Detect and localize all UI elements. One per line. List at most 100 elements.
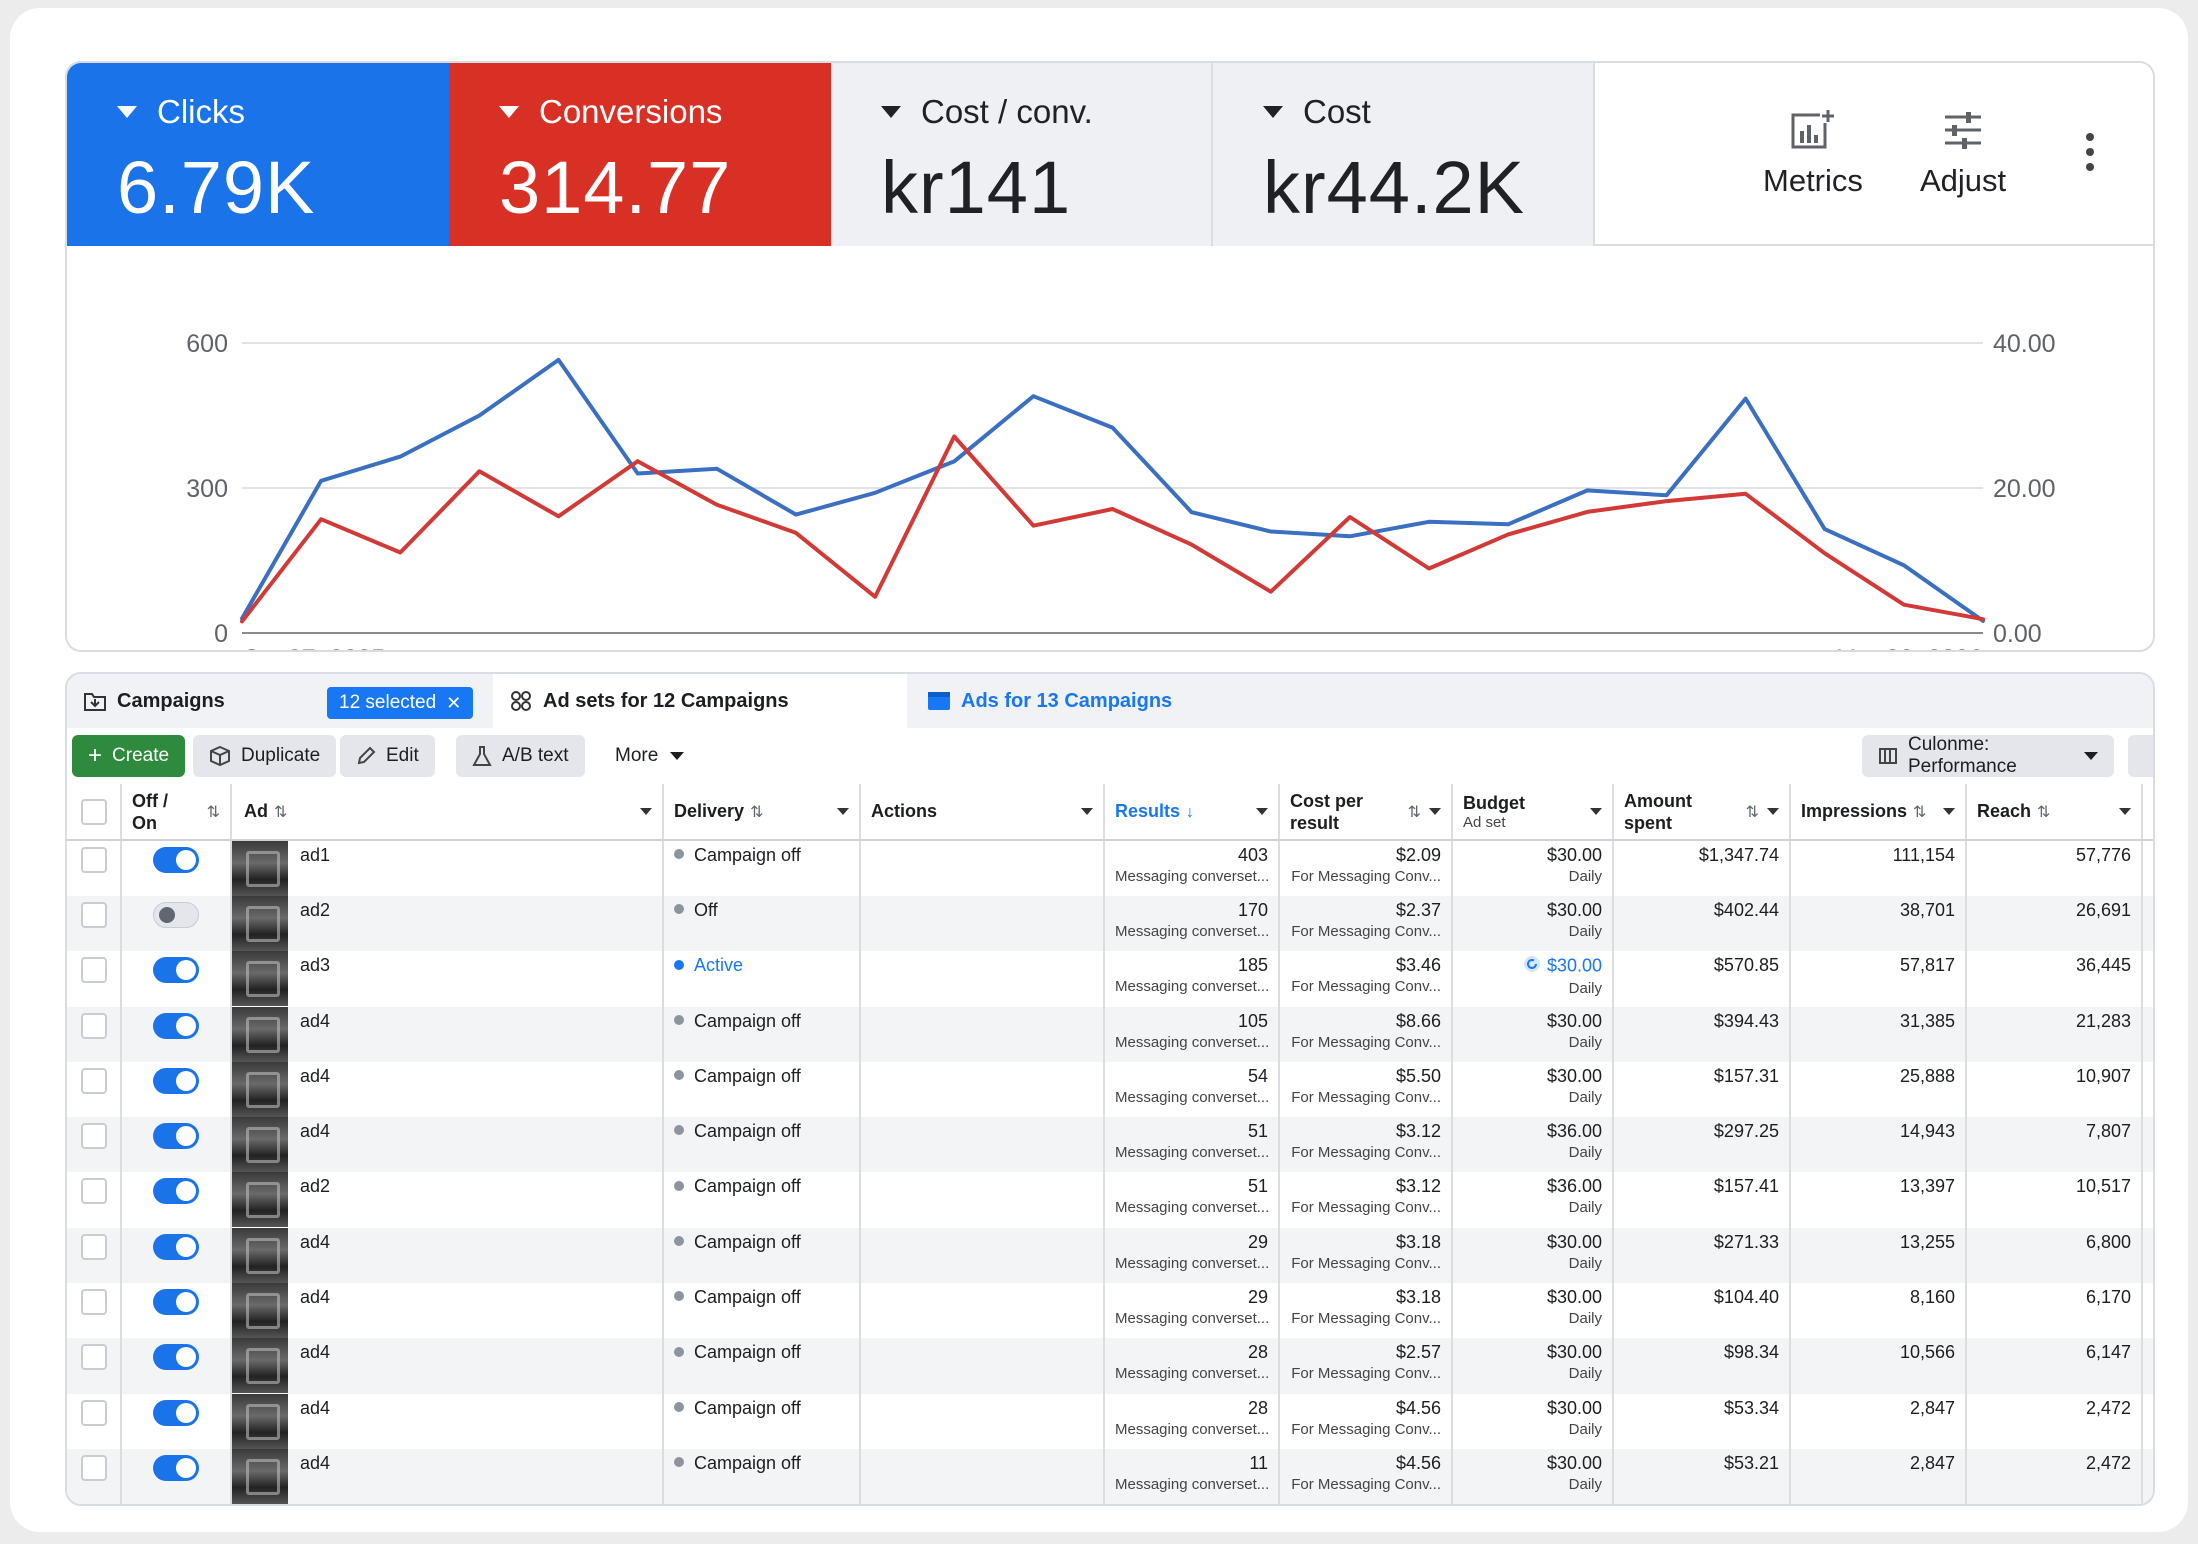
ad-cell[interactable]: ad4 <box>231 1448 664 1504</box>
on-off-toggle[interactable] <box>153 1178 199 1205</box>
ad-name[interactable]: ad4 <box>300 1342 331 1363</box>
metric-cost-per-conv[interactable]: Cost / conv. kr141 <box>831 63 1213 246</box>
sort-down-icon[interactable]: ↓ <box>1186 804 1195 821</box>
sort-icon[interactable]: ⇅ <box>750 804 764 821</box>
budget-cell[interactable]: $30.00 Daily <box>1452 1393 1614 1449</box>
row-checkbox[interactable] <box>80 1012 107 1039</box>
on-off-toggle[interactable] <box>153 1123 199 1150</box>
budget-cell[interactable]: $30.00 <box>1452 1504 1613 1506</box>
on-off-toggle[interactable] <box>153 1012 199 1039</box>
row-checkbox[interactable] <box>80 902 107 928</box>
row-checkbox[interactable] <box>80 1233 107 1260</box>
more-dropdown[interactable]: More <box>599 735 700 777</box>
table-row[interactable]: ad4 Campaign off 28 Messaging converset... $… <box>67 1338 2153 1394</box>
ad-thumbnail[interactable] <box>232 1227 288 1283</box>
col-offon[interactable]: Off / On ⇅ <box>121 784 232 841</box>
table-row[interactable]: ad2 Campaign off 51 Messaging converset... $… <box>67 1172 2153 1228</box>
budget-cell[interactable]: $30.00 Daily <box>1452 896 1614 952</box>
row-checkbox[interactable] <box>80 1289 107 1316</box>
on-off-toggle[interactable] <box>153 1344 199 1371</box>
budget-cell[interactable]: $30.00 Daily <box>1452 1227 1614 1284</box>
caret-down-icon[interactable] <box>640 808 652 815</box>
ad-thumbnail[interactable] <box>232 1117 288 1173</box>
caret-down-icon[interactable] <box>837 808 849 815</box>
on-off-toggle[interactable] <box>153 1067 199 1094</box>
table-row[interactable]: ad4 Campaign off 11 Messaging converset... $… <box>67 1448 2153 1504</box>
metric-conversions[interactable]: Conversions 314.77 <box>449 63 831 246</box>
table-row[interactable]: ad4 Campaign off 105 Messaging converset...… <box>67 1006 2153 1062</box>
ad-thumbnail[interactable] <box>232 1448 288 1504</box>
select-all-checkbox[interactable] <box>80 798 107 825</box>
ad-thumbnail[interactable] <box>232 1393 288 1449</box>
row-checkbox[interactable] <box>80 957 107 984</box>
col-reach[interactable]: Reach ⇅ <box>1966 784 2143 841</box>
more-options-icon[interactable] <box>2082 133 2098 177</box>
budget-cell[interactable]: $36.00 Daily <box>1452 1172 1614 1228</box>
on-off-toggle[interactable] <box>153 1399 199 1426</box>
row-checkbox[interactable] <box>80 1178 107 1205</box>
caret-down-icon[interactable] <box>1943 808 1955 815</box>
ad-cell[interactable]: ad3 <box>231 951 664 1007</box>
caret-down-icon[interactable] <box>1429 808 1441 815</box>
table-row[interactable]: ad1 Campaign off 403 Messaging converset...… <box>67 840 2153 896</box>
columns-dropdown[interactable]: Culonme: Performance <box>1862 734 2114 777</box>
col-results[interactable]: Results ↓ <box>1104 784 1280 841</box>
ad-thumbnail[interactable] <box>232 1061 288 1117</box>
selected-badge[interactable]: 12 selected ✕ <box>327 687 474 719</box>
ad-name[interactable]: ad3 <box>300 955 331 976</box>
ad-name[interactable]: ad4 <box>300 1287 331 1308</box>
tab-campaigns[interactable]: Campaigns <box>83 674 225 728</box>
sort-icon[interactable]: ⇅ <box>1913 804 1927 821</box>
col-cost-per-result[interactable]: Cost per result ⇅ <box>1279 784 1453 841</box>
ad-cell[interactable]: ad4 <box>231 1061 664 1118</box>
ad-cell[interactable]: ad1 <box>231 840 664 896</box>
ad-cell[interactable]: ad4 <box>231 1393 664 1449</box>
row-checkbox[interactable] <box>80 1123 107 1150</box>
col-impressions[interactable]: Impressions ⇅ <box>1790 784 1967 841</box>
ad-cell[interactable]: ad2 <box>231 896 664 952</box>
ad-cell[interactable]: ad2 <box>231 1172 664 1228</box>
budget-cell[interactable]: $30.00 Daily <box>1452 1338 1614 1394</box>
budget-cell[interactable]: $30.00 Daily <box>1452 840 1614 896</box>
budget-cell[interactable]: $36.00 Daily <box>1452 1117 1614 1173</box>
on-off-toggle[interactable] <box>153 847 199 873</box>
ad-name[interactable]: ad4 <box>300 1065 331 1086</box>
sort-icon[interactable]: ⇅ <box>1407 803 1421 821</box>
ad-thumbnail[interactable] <box>232 896 288 951</box>
table-row[interactable]: ad3 Active 185 Messaging converset... $3.46 F… <box>67 951 2153 1007</box>
ad-name[interactable]: ad1 <box>300 845 331 865</box>
tab-adsets[interactable]: Ad sets for 12 Campaigns <box>493 674 907 728</box>
ad-cell[interactable]: ad4 <box>231 1117 664 1173</box>
caret-down-icon[interactable] <box>1256 808 1268 815</box>
ad-thumbnail[interactable] <box>232 1172 288 1228</box>
col-delivery[interactable]: Delivery ⇅ <box>663 784 861 841</box>
ad-cell[interactable]: ad4 <box>231 1006 664 1062</box>
budget-cell[interactable]: $30.00 Daily <box>1452 1283 1614 1339</box>
col-budget[interactable]: Budget Ad set <box>1452 784 1614 841</box>
overflow-button[interactable] <box>2128 735 2153 777</box>
sort-icon[interactable]: ⇅ <box>206 803 220 821</box>
budget-cell[interactable]: $30.00 Daily <box>1452 1061 1614 1118</box>
create-button[interactable]: + Create <box>72 735 186 777</box>
tab-ads[interactable]: Ads for 13 Campaigns <box>927 674 1172 728</box>
on-off-toggle[interactable] <box>153 902 199 928</box>
ab-test-button[interactable]: A/B text <box>456 735 585 777</box>
metrics-button[interactable]: Metrics <box>1763 109 1863 199</box>
sort-icon[interactable]: ⇅ <box>274 804 288 821</box>
ad-name[interactable]: ad4 <box>300 1010 331 1031</box>
caret-down-icon[interactable] <box>2119 808 2131 815</box>
ad-thumbnail[interactable] <box>232 951 288 1007</box>
close-icon[interactable]: ✕ <box>446 692 462 713</box>
row-checkbox[interactable] <box>80 1399 107 1426</box>
ad-name[interactable]: ad2 <box>300 900 331 920</box>
row-checkbox[interactable] <box>80 1454 107 1481</box>
ad-name[interactable]: ad4 <box>300 1452 331 1473</box>
ad-thumbnail[interactable] <box>232 1283 288 1339</box>
ad-cell[interactable]: ad4 <box>231 1338 664 1394</box>
budget-cell[interactable]: $30.00 Daily <box>1452 951 1614 1007</box>
caret-down-icon[interactable] <box>1081 808 1093 815</box>
sort-icon[interactable]: ⇅ <box>2037 804 2051 821</box>
ad-name[interactable]: ad4 <box>300 1231 331 1252</box>
caret-down-icon[interactable] <box>1590 808 1602 815</box>
adjust-button[interactable]: Adjust <box>1920 109 2006 199</box>
